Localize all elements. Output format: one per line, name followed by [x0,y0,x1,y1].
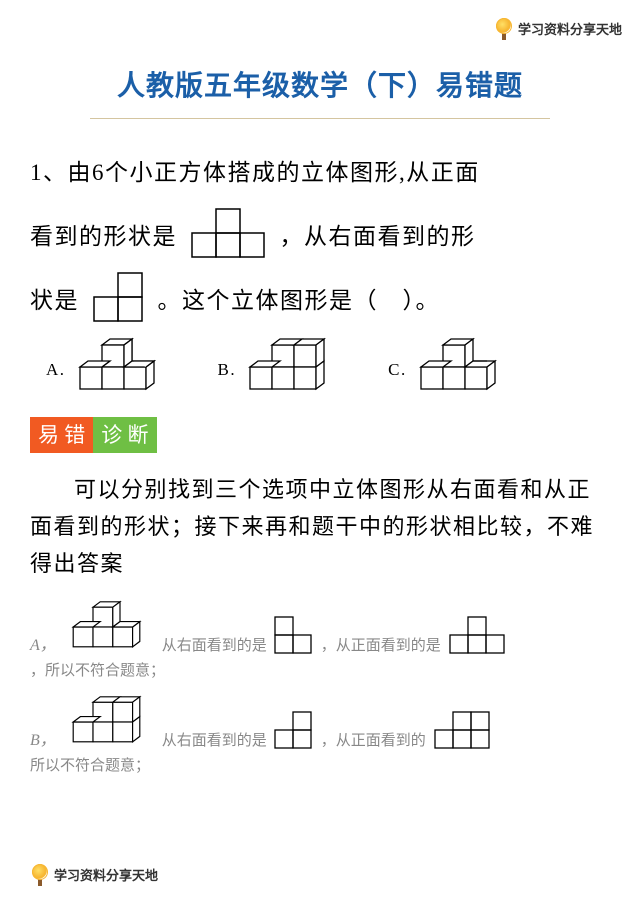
right-view-figure [92,272,144,322]
explain-b-front [432,710,492,750]
explain-a-right [273,615,315,655]
watermark-text-bottom: 学习资料分享天地 [54,865,158,884]
option-c-figure [413,337,513,397]
question-block: 1、由6个小正方体搭成的立体图形,从正面 看到的形状是 ，从右面看到的形 状是 … [30,145,610,397]
option-c: C. [388,337,513,397]
page-title: 人教版五年级数学（下）易错题 [90,64,550,119]
badge-right: 诊 断 [93,417,156,453]
q-line-1: 1、由6个小正方体搭成的立体图形,从正面 [30,145,610,200]
q-line-3: 状是 。这个立体图形是（ ）。 [30,272,610,328]
explain-a-end: ，所以不符合题意； [30,659,610,680]
watermark-top: 学习资料分享天地 [494,16,622,40]
explain-a-3d [66,599,156,655]
tree-icon [494,16,514,40]
tree-icon [30,862,50,886]
explain-b-right [273,710,315,750]
option-b-figure [242,337,342,397]
explain-a-row: A， 从右面看到的是 ，从正面看到的是 [30,599,610,655]
analysis-text: 可以分别找到三个选项中立体图形从右面看和从正面看到的形状；接下来再和题干中的形状… [30,471,610,583]
front-view-figure [190,208,266,258]
q-line-2: 看到的形状是 ，从右面看到的形 [30,208,610,264]
watermark-text: 学习资料分享天地 [518,19,622,38]
explain-a-front [447,615,507,655]
options-row: A. B. [46,337,610,397]
watermark-bottom: 学习资料分享天地 [30,862,158,886]
badge-left: 易 错 [30,417,93,453]
explain-b-3d [66,694,156,750]
option-b: B. [218,337,343,397]
explanation-block: A， 从右面看到的是 ，从正面看到的是 ，所以不符合题意； B， 从右面看到的是… [30,599,610,775]
option-a: A. [46,337,172,397]
explain-b-row: B， 从右面看到的是 ，从正面看到的 [30,694,610,750]
diagnosis-badge: 易 错诊 断 [30,417,157,453]
explain-b-end: 所以不符合题意； [30,754,610,775]
option-a-figure [72,337,172,397]
